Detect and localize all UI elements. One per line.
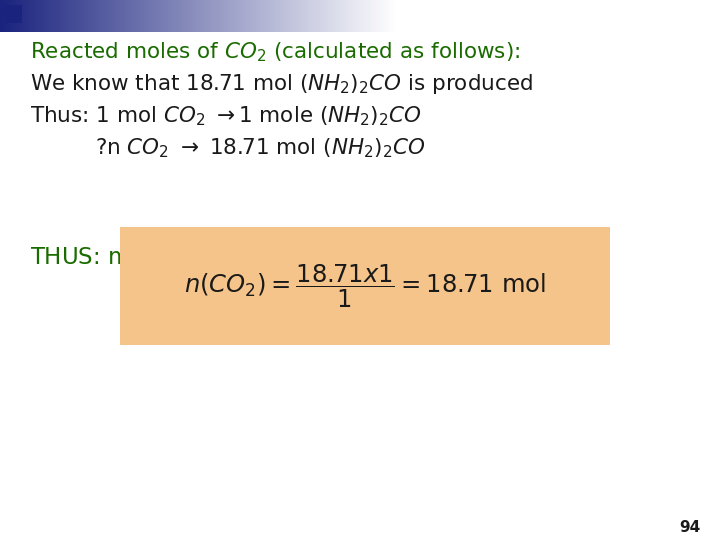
- Bar: [4, 5, 22, 23]
- Text: $n(CO_2) = \dfrac{18.71x1}{1} = 18.71\ \mathrm{mol}$: $n(CO_2) = \dfrac{18.71x1}{1} = 18.71\ \…: [184, 262, 546, 310]
- Text: 94: 94: [679, 520, 700, 535]
- Text: We know that 18.71 mol $(NH_2)_2CO$ is produced: We know that 18.71 mol $(NH_2)_2CO$ is p…: [30, 72, 533, 96]
- Text: ?n $CO_2$ $\rightarrow$ 18.71 mol $(NH_2)_2CO$: ?n $CO_2$ $\rightarrow$ 18.71 mol $(NH_2…: [95, 136, 426, 160]
- Text: Reacted moles of $CO_2$ (calculated as follows):: Reacted moles of $CO_2$ (calculated as f…: [30, 40, 520, 64]
- FancyBboxPatch shape: [120, 227, 610, 345]
- Text: THUS: moles of $CO_2$ reacted is 18.71 mol: THUS: moles of $CO_2$ reacted is 18.71 m…: [30, 244, 498, 270]
- Text: Thus: 1 mol $CO_2$ $\rightarrow$1 mole $(NH_2)_2CO$: Thus: 1 mol $CO_2$ $\rightarrow$1 mole $…: [30, 104, 422, 127]
